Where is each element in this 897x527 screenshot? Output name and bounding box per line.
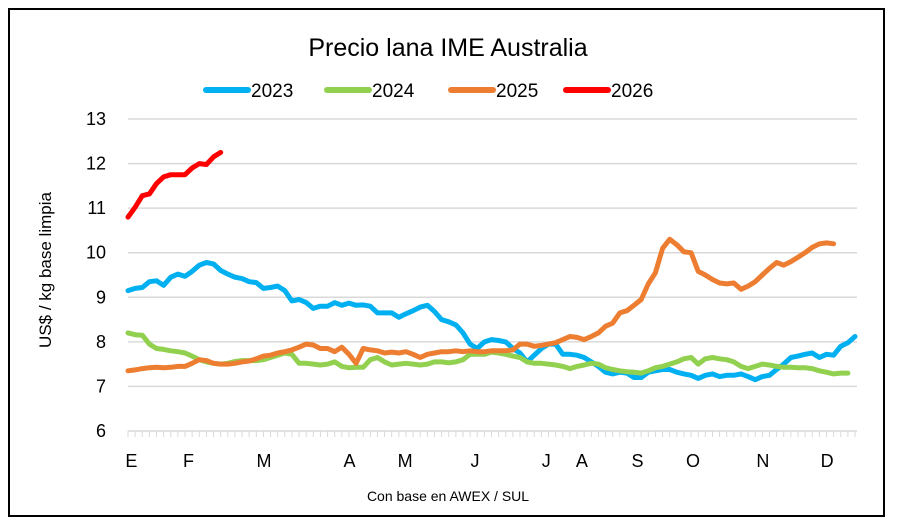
legend-label-2024: 2024 [372, 81, 415, 102]
y-tick-label: 7 [96, 376, 106, 396]
x-tick-label: A [344, 451, 356, 471]
y-axis-ticks: 6 7 8 9 10 11 12 13 [86, 109, 106, 441]
series-lines [125, 149, 858, 383]
x-tick-label: S [631, 451, 643, 471]
x-tick-label: F [183, 451, 194, 471]
y-tick-label: 8 [96, 332, 106, 352]
y-axis-title: US$ / kg base limpia [36, 192, 55, 348]
x-tick-label: M [398, 451, 413, 471]
x-tick-label: A [576, 451, 588, 471]
y-tick-label: 12 [86, 154, 106, 174]
x-tick-label: E [125, 451, 137, 471]
series-line-2023 [125, 260, 858, 383]
x-tick-label: M [256, 451, 271, 471]
y-tick-label: 6 [96, 421, 106, 441]
y-tick-label: 13 [86, 109, 106, 129]
y-tick-label: 9 [96, 287, 106, 307]
x-tick-label: O [686, 451, 700, 471]
legend-label-2023: 2023 [251, 81, 293, 102]
x-axis-ticks [127, 431, 856, 437]
x-tick-label: J [470, 451, 479, 471]
legend-label-2025: 2025 [496, 81, 538, 102]
x-tick-label: N [756, 451, 769, 471]
y-tick-label: 10 [86, 243, 106, 263]
y-tick-label: 11 [87, 198, 106, 218]
gridlines [128, 118, 857, 432]
chart-title: Precio lana IME Australia [308, 34, 587, 62]
series-line-2026 [125, 149, 224, 220]
chart-frame [8, 8, 885, 517]
x-axis-title: Con base en AWEX / SUL [367, 488, 529, 504]
legend-label-2026: 2026 [611, 81, 653, 102]
series-line-2025 [125, 236, 837, 374]
x-tick-label: J [542, 451, 551, 471]
legend: 2023 2024 2025 2026 [203, 81, 653, 102]
x-tick-label: D [821, 451, 834, 471]
